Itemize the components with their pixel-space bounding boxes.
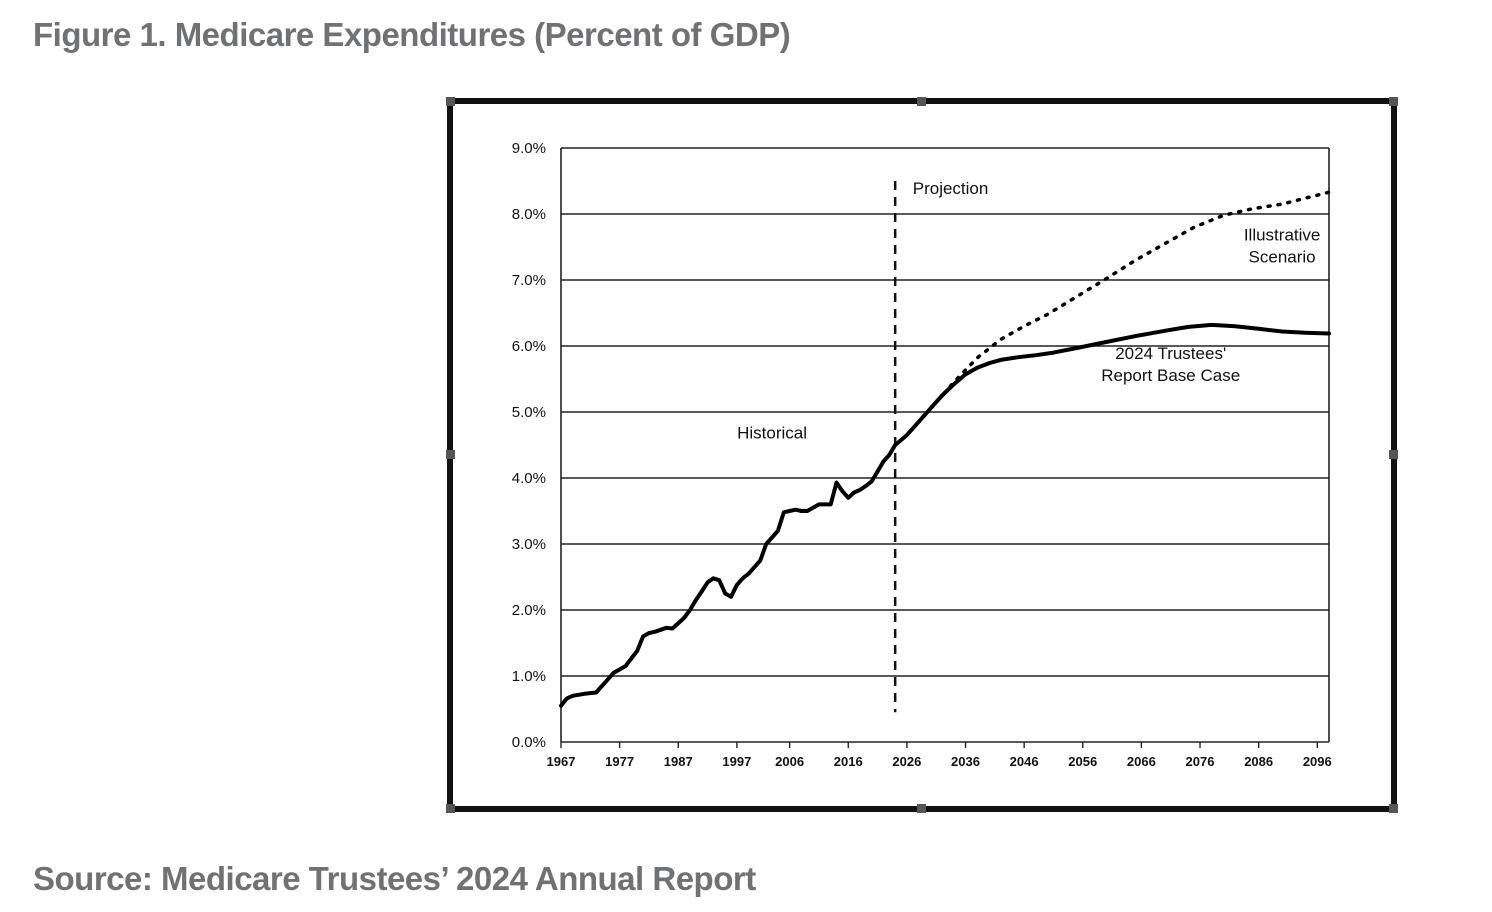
resize-handle[interactable] [446, 97, 455, 106]
y-tick-label: 0.0% [512, 734, 546, 751]
chart-border [446, 97, 1398, 813]
annotation-label: 2024 Trustees' [1115, 344, 1226, 363]
y-tick-label: 4.0% [512, 470, 546, 487]
illustrative-scenario-line [928, 190, 1331, 411]
y-tick-label: 9.0% [512, 140, 546, 157]
x-tick-label: 1997 [722, 754, 751, 769]
axes: 0.0% 1.0% 2.0% 3.0% 4.0% 5.0% 6.0% 7.0% 8.0% 9.0%… [512, 140, 1332, 769]
x-tick-label: 2026 [892, 754, 921, 769]
resize-handle[interactable] [917, 97, 926, 106]
x-tick-label: 2066 [1127, 754, 1156, 769]
resize-handle[interactable] [917, 804, 926, 813]
x-tick-label: 2096 [1303, 754, 1332, 769]
figure-source: Source: Medicare Trustees’ 2024 Annual R… [33, 860, 756, 897]
x-tick-label: 2006 [775, 754, 804, 769]
annotation-label: Illustrative [1244, 225, 1321, 244]
annotations: Projection Historical Illustrative Scenario… [737, 179, 1320, 442]
base-case-series-line [893, 322, 1331, 447]
resize-handle[interactable] [1389, 97, 1398, 106]
chart-frame: 0.0% 1.0% 2.0% 3.0% 4.0% 5.0% 6.0% 7.0% 8.0% 9.0%… [446, 97, 1398, 813]
annotation-label: Projection [913, 179, 989, 198]
y-tick-label: 2.0% [512, 602, 546, 619]
y-tick-label: 6.0% [512, 338, 546, 355]
resize-handle[interactable] [1389, 804, 1398, 813]
resize-handle[interactable] [446, 804, 455, 813]
x-tick-label: 2046 [1010, 754, 1039, 769]
x-tick-label: 2086 [1244, 754, 1273, 769]
x-tick-label: 1987 [664, 754, 693, 769]
y-tick-label: 3.0% [512, 536, 546, 553]
resize-handle[interactable] [446, 450, 455, 459]
x-tick-label: 1967 [547, 754, 576, 769]
annotation-label: Scenario [1249, 247, 1316, 266]
resize-handle[interactable] [1389, 450, 1398, 459]
y-tick-label: 8.0% [512, 206, 546, 223]
series-lines [559, 181, 1331, 713]
x-tick-label: 2076 [1186, 754, 1215, 769]
annotation-label: Historical [737, 423, 807, 442]
y-tick-label: 1.0% [512, 668, 546, 685]
line-chart: 0.0% 1.0% 2.0% 3.0% 4.0% 5.0% 6.0% 7.0% 8.0% 9.0%… [446, 97, 1398, 813]
x-tick-label: 1977 [605, 754, 634, 769]
historical-series-line [559, 443, 898, 708]
y-tick-label: 5.0% [512, 404, 546, 421]
annotation-label: Report Base Case [1101, 366, 1240, 385]
figure-title: Figure 1. Medicare Expenditures (Percent… [33, 16, 791, 53]
x-tick-label: 2036 [951, 754, 980, 769]
x-tick-label: 2016 [834, 754, 863, 769]
x-tick-label: 2056 [1068, 754, 1097, 769]
y-tick-label: 7.0% [512, 272, 546, 289]
